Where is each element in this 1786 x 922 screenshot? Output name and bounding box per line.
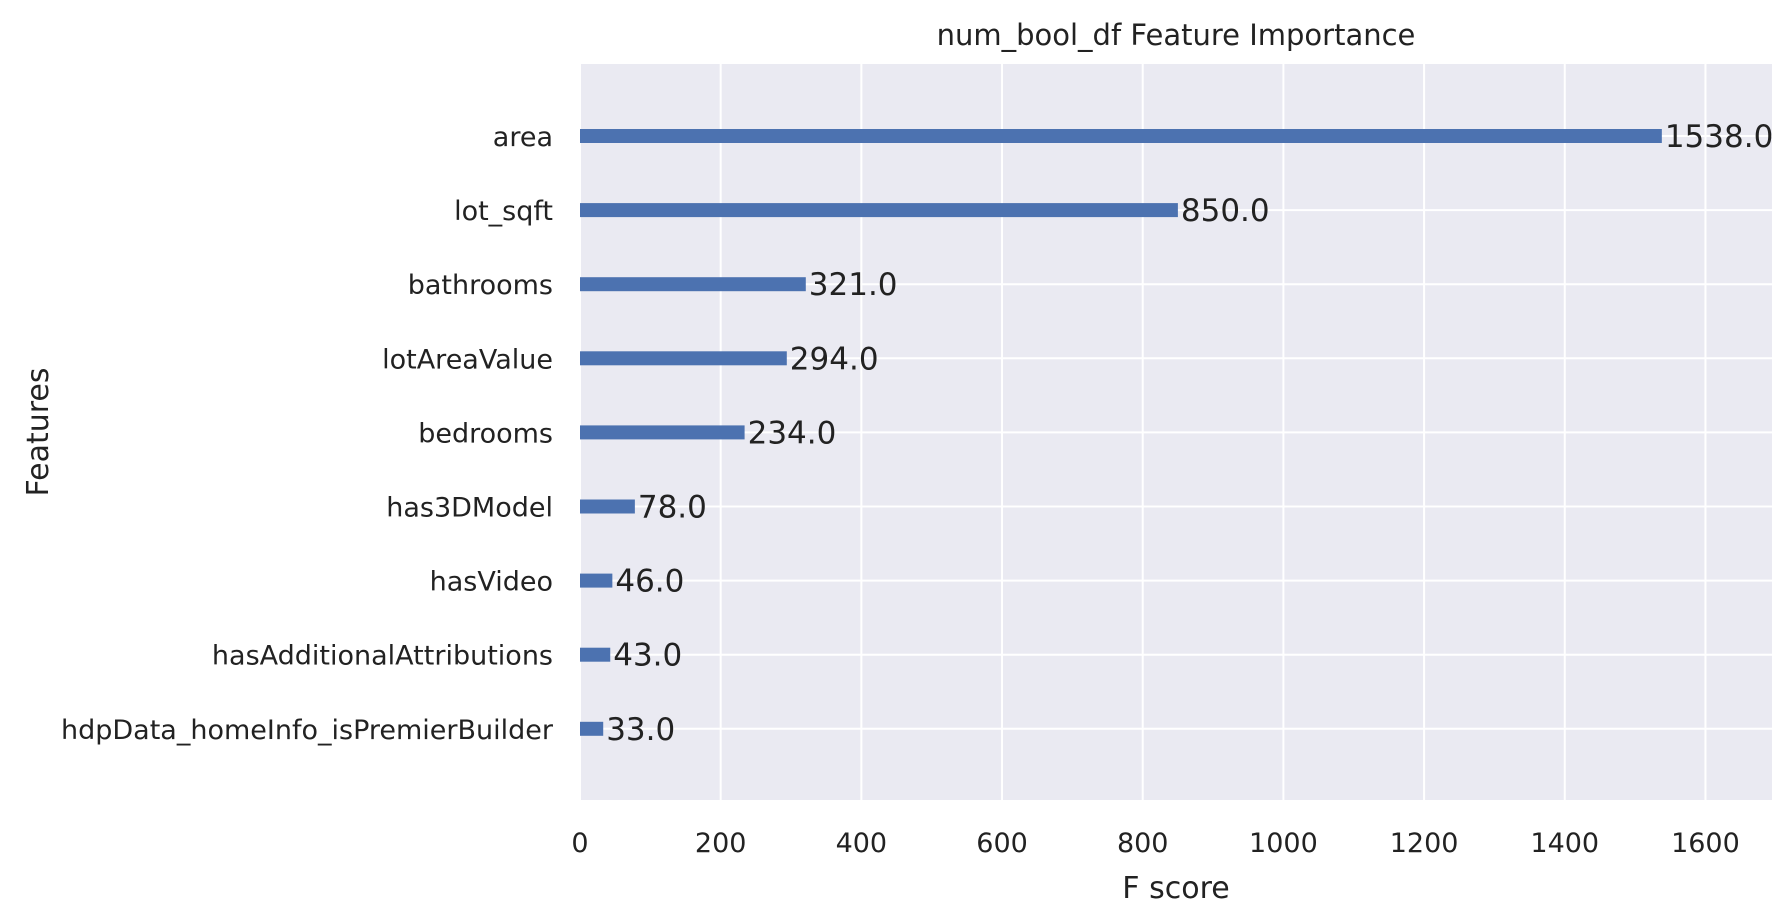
bar bbox=[580, 721, 604, 736]
bar-value-label: 234.0 bbox=[748, 415, 837, 451]
x-tick-labels: 0 200 400 600 800 1000 1200 1400 1600 bbox=[571, 828, 1739, 859]
x-tick-label: 1600 bbox=[1671, 828, 1740, 859]
y-tick-labels: area lot_sqft bathrooms lotAreaValue bedroom… bbox=[61, 122, 554, 746]
bar-value-label: 43.0 bbox=[613, 638, 682, 674]
y-tick-label: hasAdditionalAttributions bbox=[212, 641, 553, 672]
bar bbox=[580, 647, 611, 662]
bar bbox=[580, 129, 1662, 143]
x-tick-label: 800 bbox=[1117, 828, 1169, 859]
x-tick-label: 1400 bbox=[1530, 828, 1599, 859]
x-tick-label: 1200 bbox=[1390, 828, 1459, 859]
bar-value-label: 46.0 bbox=[615, 564, 684, 600]
x-tick-label: 1000 bbox=[1249, 828, 1318, 859]
y-tick-label: lotAreaValue bbox=[382, 344, 553, 375]
x-tick-label: 0 bbox=[571, 828, 588, 859]
bar-value-label: 1538.0 bbox=[1665, 119, 1773, 155]
y-tick-label: hasVideo bbox=[430, 567, 553, 598]
bar bbox=[580, 573, 613, 588]
bar bbox=[580, 203, 1178, 218]
bar-value-label: 33.0 bbox=[606, 712, 675, 748]
y-tick-label: bedrooms bbox=[418, 418, 553, 449]
bar-value-label: 294.0 bbox=[790, 341, 879, 377]
x-tick-label: 200 bbox=[695, 828, 747, 859]
bar bbox=[580, 277, 806, 292]
y-tick-label: bathrooms bbox=[408, 270, 553, 301]
x-tick-label: 400 bbox=[836, 828, 888, 859]
bars bbox=[580, 129, 1662, 736]
bar-value-label: 78.0 bbox=[638, 490, 707, 526]
x-tick-label: 600 bbox=[976, 828, 1028, 859]
bar-value-label: 321.0 bbox=[809, 267, 898, 303]
data-labels: 1538.0 850.0 321.0 294.0 234.0 78.0 46.0 43.0 33… bbox=[606, 119, 1773, 748]
bar bbox=[580, 351, 787, 366]
chart-title: num_bool_df Feature Importance bbox=[937, 18, 1416, 52]
y-tick-label: hdpData_homeInfo_isPremierBuilder bbox=[61, 715, 554, 746]
y-tick-label: has3DModel bbox=[386, 493, 553, 524]
y-axis-label: Features bbox=[21, 368, 56, 497]
bar bbox=[580, 499, 635, 514]
y-tick-label: area bbox=[493, 122, 553, 153]
x-axis-label: F score bbox=[1122, 871, 1229, 906]
bar-value-label: 850.0 bbox=[1181, 193, 1270, 229]
bar bbox=[580, 425, 745, 440]
y-tick-label: lot_sqft bbox=[454, 196, 553, 227]
